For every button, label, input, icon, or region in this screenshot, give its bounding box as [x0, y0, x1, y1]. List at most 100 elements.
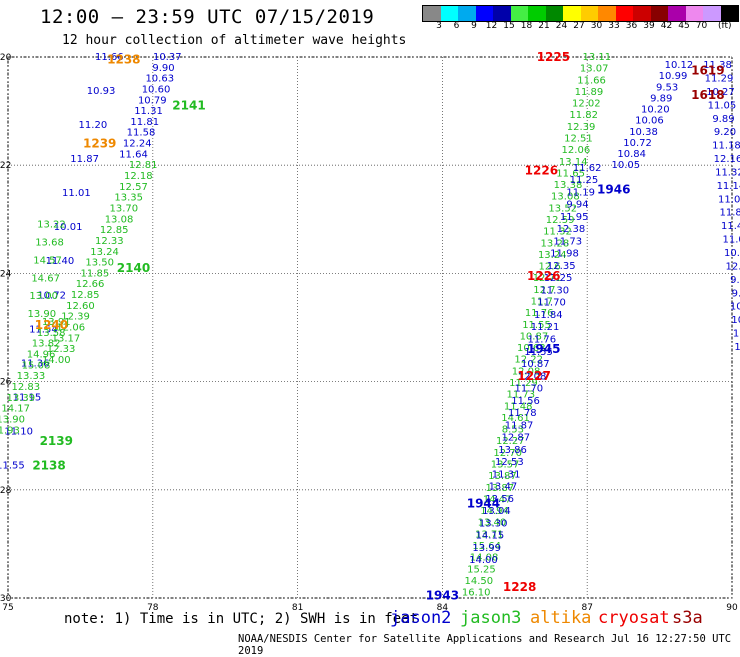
- wave-height-value: 10.63: [517, 343, 546, 354]
- color-swatch: [563, 6, 581, 21]
- lon-tick-label: 78: [147, 603, 159, 610]
- wave-height-value: 14.61: [501, 413, 530, 424]
- wave-height-value: 12.87: [502, 433, 531, 444]
- color-scale-label: 70: [695, 21, 708, 31]
- pass-label: 1943: [426, 588, 459, 602]
- wave-height-value: 12.14: [725, 261, 740, 272]
- color-scale-label: 27: [573, 21, 585, 31]
- wave-height-value: 11.32: [715, 167, 740, 178]
- wave-height-value: 15.25: [467, 564, 496, 575]
- wave-height-value: 13.86: [498, 445, 527, 456]
- page-subtitle: 12 hour collection of altimeter wave hei…: [62, 33, 407, 48]
- wave-height-value: 11.7: [531, 297, 553, 308]
- color-swatch: [650, 6, 668, 21]
- lon-tick-label: 87: [581, 603, 592, 610]
- wave-height-value: 14.17: [1, 404, 30, 415]
- wave-height-value: 15.64: [472, 541, 501, 552]
- wave-height-value: 10.12: [665, 60, 694, 71]
- color-scale-labels: 3 6 9 12 15 18 21 24 27 30 33 36 39 42 45 70: [422, 21, 740, 33]
- wave-height-value: 12.33: [47, 344, 76, 355]
- wave-height-value: 12.33: [95, 236, 124, 247]
- color-scale-label: 45: [678, 21, 690, 31]
- wave-height-value: 13.57: [491, 460, 520, 471]
- wave-height-value: 12.22: [514, 355, 543, 366]
- wave-height-value: 12.59: [546, 215, 575, 226]
- wave-height-value: 11.05: [708, 100, 737, 111]
- wave-height-value: 11.56: [511, 396, 540, 407]
- wave-height-value: 11.45: [721, 221, 740, 232]
- wave-height-value: 13.11: [583, 52, 612, 63]
- wave-height-value: 9.94: [566, 200, 588, 211]
- wave-height-value: 13.28: [541, 238, 570, 249]
- wave-height-value: 13.90: [27, 309, 56, 320]
- wave-height-value: 11.87: [720, 208, 740, 219]
- wave-height-value: 13.17: [52, 333, 81, 344]
- wave-height-value: 10.10: [724, 248, 740, 259]
- lat-tick-label: -22: [0, 161, 11, 171]
- wave-height-value: 11.85: [81, 268, 110, 279]
- wave-height-value: 11.62: [573, 163, 602, 174]
- color-scale-bar: [422, 5, 739, 22]
- wave-height-value: 12.57: [119, 182, 148, 193]
- wave-height-value: 11.87: [505, 420, 534, 431]
- wave-height-value: 12.85: [100, 225, 129, 236]
- color-scale-label: 24: [555, 21, 568, 31]
- wave-height-value: 13.70: [110, 203, 139, 214]
- pass-label: 1946: [597, 183, 630, 197]
- wave-height-value: 11.65: [556, 168, 585, 179]
- wave-height-value: 13.82: [32, 339, 61, 350]
- wave-height-value: 11.76: [527, 335, 556, 346]
- wave-height-value: 12.39: [567, 122, 596, 133]
- lat-tick-label: -30: [0, 594, 12, 604]
- wave-height-value: 11.78: [508, 408, 537, 419]
- wave-height-value: 13.24: [90, 247, 119, 258]
- wave-height-value: 10.72: [623, 138, 652, 149]
- wave-height-value: 13.07: [580, 64, 609, 75]
- color-swatch: [580, 6, 598, 21]
- wave-height-value: 12.85: [71, 290, 100, 301]
- color-swatch: [685, 6, 703, 21]
- pass-label: 1228: [503, 580, 536, 594]
- wave-height-value: 11.84: [534, 310, 563, 321]
- color-scale-label: 42: [660, 21, 673, 31]
- wave-height-value: 11.15: [13, 392, 42, 403]
- wave-height-value: 12.08: [518, 371, 547, 382]
- wave-height-value: 13.90: [0, 414, 25, 425]
- wave-height-value: 13.40: [478, 518, 507, 529]
- wave-height-value: 11.01: [62, 188, 91, 199]
- color-swatch: [423, 6, 441, 21]
- wave-height-value: 13.56: [485, 494, 514, 505]
- wave-height-value: 13.04: [482, 506, 511, 517]
- wave-height-value: 13.22: [37, 220, 66, 231]
- wave-height-value: 10.99: [659, 71, 688, 82]
- color-swatch: [615, 6, 633, 21]
- footnote: note: 1) Time is in UTC; 2) SWH is in fe…: [64, 611, 419, 627]
- wave-height-value: 11.66: [95, 52, 124, 63]
- map-plot: 75 78 81 84 87 90 -20 -22 -24 -26 -28 -30 11.66 10.93…: [0, 50, 740, 610]
- wave-height-value: 12.70: [493, 448, 522, 459]
- wave-height-value: 14.67: [31, 273, 60, 284]
- color-scale-unit: (ft): [718, 21, 732, 31]
- color-swatch: [493, 6, 511, 21]
- wave-height-value: 11.89: [575, 87, 604, 98]
- legend-altika: altika: [530, 608, 592, 628]
- wave-height-value: 13.71: [475, 529, 504, 540]
- wave-height-value: 14.47: [483, 494, 512, 505]
- wave-height-value: 13.87: [485, 483, 514, 494]
- wave-height-value: 12.35: [547, 261, 576, 272]
- color-scale-label: 18: [520, 21, 533, 31]
- color-swatch: [633, 6, 651, 21]
- color-swatch: [528, 6, 546, 21]
- credit-line: NOAA/NESDIS Center for Satellite Applica…: [238, 633, 732, 657]
- wave-height-value: 11.36: [21, 358, 50, 369]
- color-scale-label: 33: [608, 21, 620, 31]
- pass-label: 1227: [517, 369, 550, 383]
- color-swatch: [703, 6, 721, 21]
- color-scale-label: 6: [453, 21, 460, 31]
- wave-height-value: 11.54: [29, 324, 58, 335]
- wave-height-value: 10.87: [521, 359, 550, 370]
- lat-tick-label: -20: [0, 53, 12, 63]
- wave-height-value: 14.15: [476, 531, 505, 542]
- wave-height-value: 12.08: [512, 366, 541, 377]
- wave-height-value: 8.53: [502, 425, 524, 436]
